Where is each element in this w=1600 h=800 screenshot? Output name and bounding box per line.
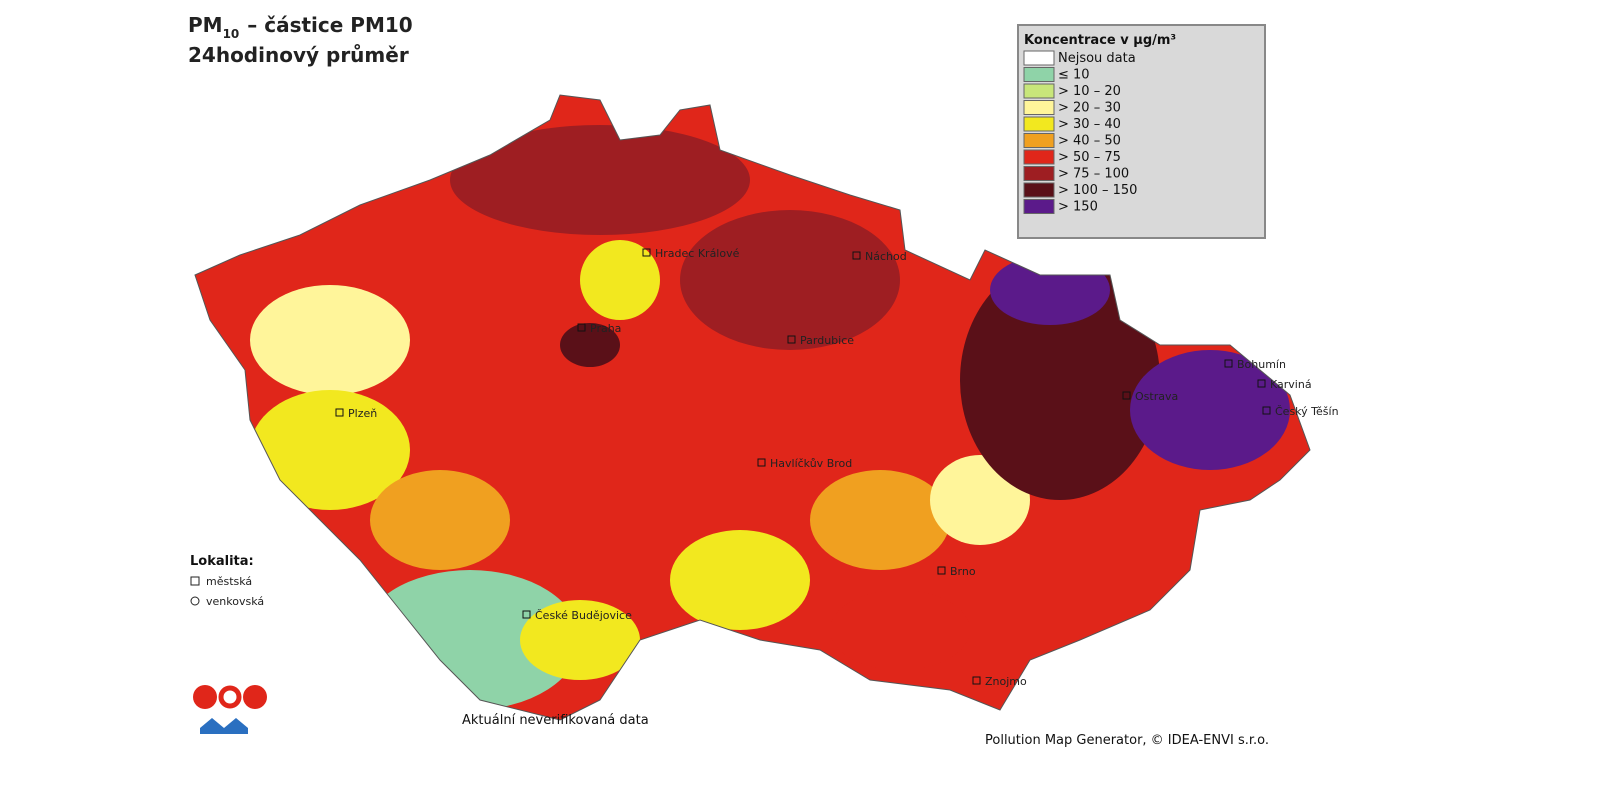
legend-label: > 50 – 75	[1058, 150, 1121, 165]
footer-credit: Pollution Map Generator, © IDEA-ENVI s.r…	[985, 733, 1269, 748]
city-marker	[972, 676, 981, 685]
locality-legend: Lokalita: městská venkovská	[190, 554, 264, 608]
legend-swatch	[1023, 182, 1055, 198]
legend-label: > 10 – 20	[1058, 84, 1121, 99]
legend: Koncentrace v µg/m³ Nejsou data ≤ 10> 10 …	[1017, 24, 1266, 239]
city-label: Havlíčkův Brod	[770, 457, 852, 470]
city-label: České Budějovice	[535, 609, 632, 622]
city-marker	[1122, 391, 1131, 400]
city-marker	[335, 408, 344, 417]
locality-title: Lokalita:	[190, 554, 254, 569]
legend-label: > 150	[1058, 200, 1098, 215]
city-label: Ostrava	[1135, 390, 1178, 403]
city-label: Brno	[950, 565, 976, 578]
city-marker	[522, 610, 531, 619]
title: PM10– částice PM10	[188, 13, 413, 41]
city-marker	[787, 335, 796, 344]
city-label: Náchod	[865, 250, 907, 263]
legend-swatch	[1023, 83, 1055, 99]
city-label: Český Těšín	[1275, 405, 1339, 418]
city-marker	[642, 248, 651, 257]
legend-label: > 75 – 100	[1058, 167, 1129, 182]
city-marker	[577, 323, 586, 332]
city-marker	[757, 458, 766, 467]
cities: Praha Ostrava Brno Plzeň Hradec Králové Pardu…	[335, 247, 1339, 688]
urban-label: městská	[206, 575, 252, 588]
city-marker	[1262, 406, 1271, 415]
city-label: Bohumín	[1237, 358, 1286, 371]
legend-title: Koncentrace v µg/m³	[1024, 33, 1176, 48]
legend-label: > 30 – 40	[1058, 117, 1121, 132]
legend-label: ≤ 10	[1058, 68, 1090, 83]
city-label: Plzeň	[348, 407, 377, 420]
legend-swatch	[1023, 166, 1055, 181]
legend-swatch	[1023, 67, 1055, 82]
legend-label: > 40 – 50	[1058, 134, 1121, 149]
legend-swatch	[1023, 100, 1055, 115]
city-marker	[852, 251, 861, 260]
legend-swatch	[1023, 199, 1055, 214]
city-marker	[1224, 359, 1233, 368]
legend-swatch	[1023, 149, 1055, 165]
city-marker	[937, 566, 946, 575]
city-label: Pardubice	[800, 334, 854, 347]
legend-label: > 20 – 30	[1058, 101, 1121, 116]
legend-label: > 100 – 150	[1058, 183, 1137, 198]
city-label: Praha	[590, 322, 621, 335]
logo	[193, 685, 267, 734]
city-marker	[1257, 379, 1266, 388]
city-label: Karviná	[1270, 378, 1312, 391]
footer-note: Aktuální neverifikovaná data	[462, 713, 649, 728]
legend-swatch	[1023, 116, 1055, 132]
rural-label: venkovská	[206, 595, 264, 608]
city-label: Hradec Králové	[655, 247, 740, 260]
legend-swatch	[1023, 133, 1055, 148]
legend-label: Nejsou data	[1058, 51, 1136, 66]
subtitle: 24hodinový průměr	[188, 43, 409, 67]
city-label: Znojmo	[985, 675, 1027, 688]
legend-swatch	[1023, 50, 1055, 66]
